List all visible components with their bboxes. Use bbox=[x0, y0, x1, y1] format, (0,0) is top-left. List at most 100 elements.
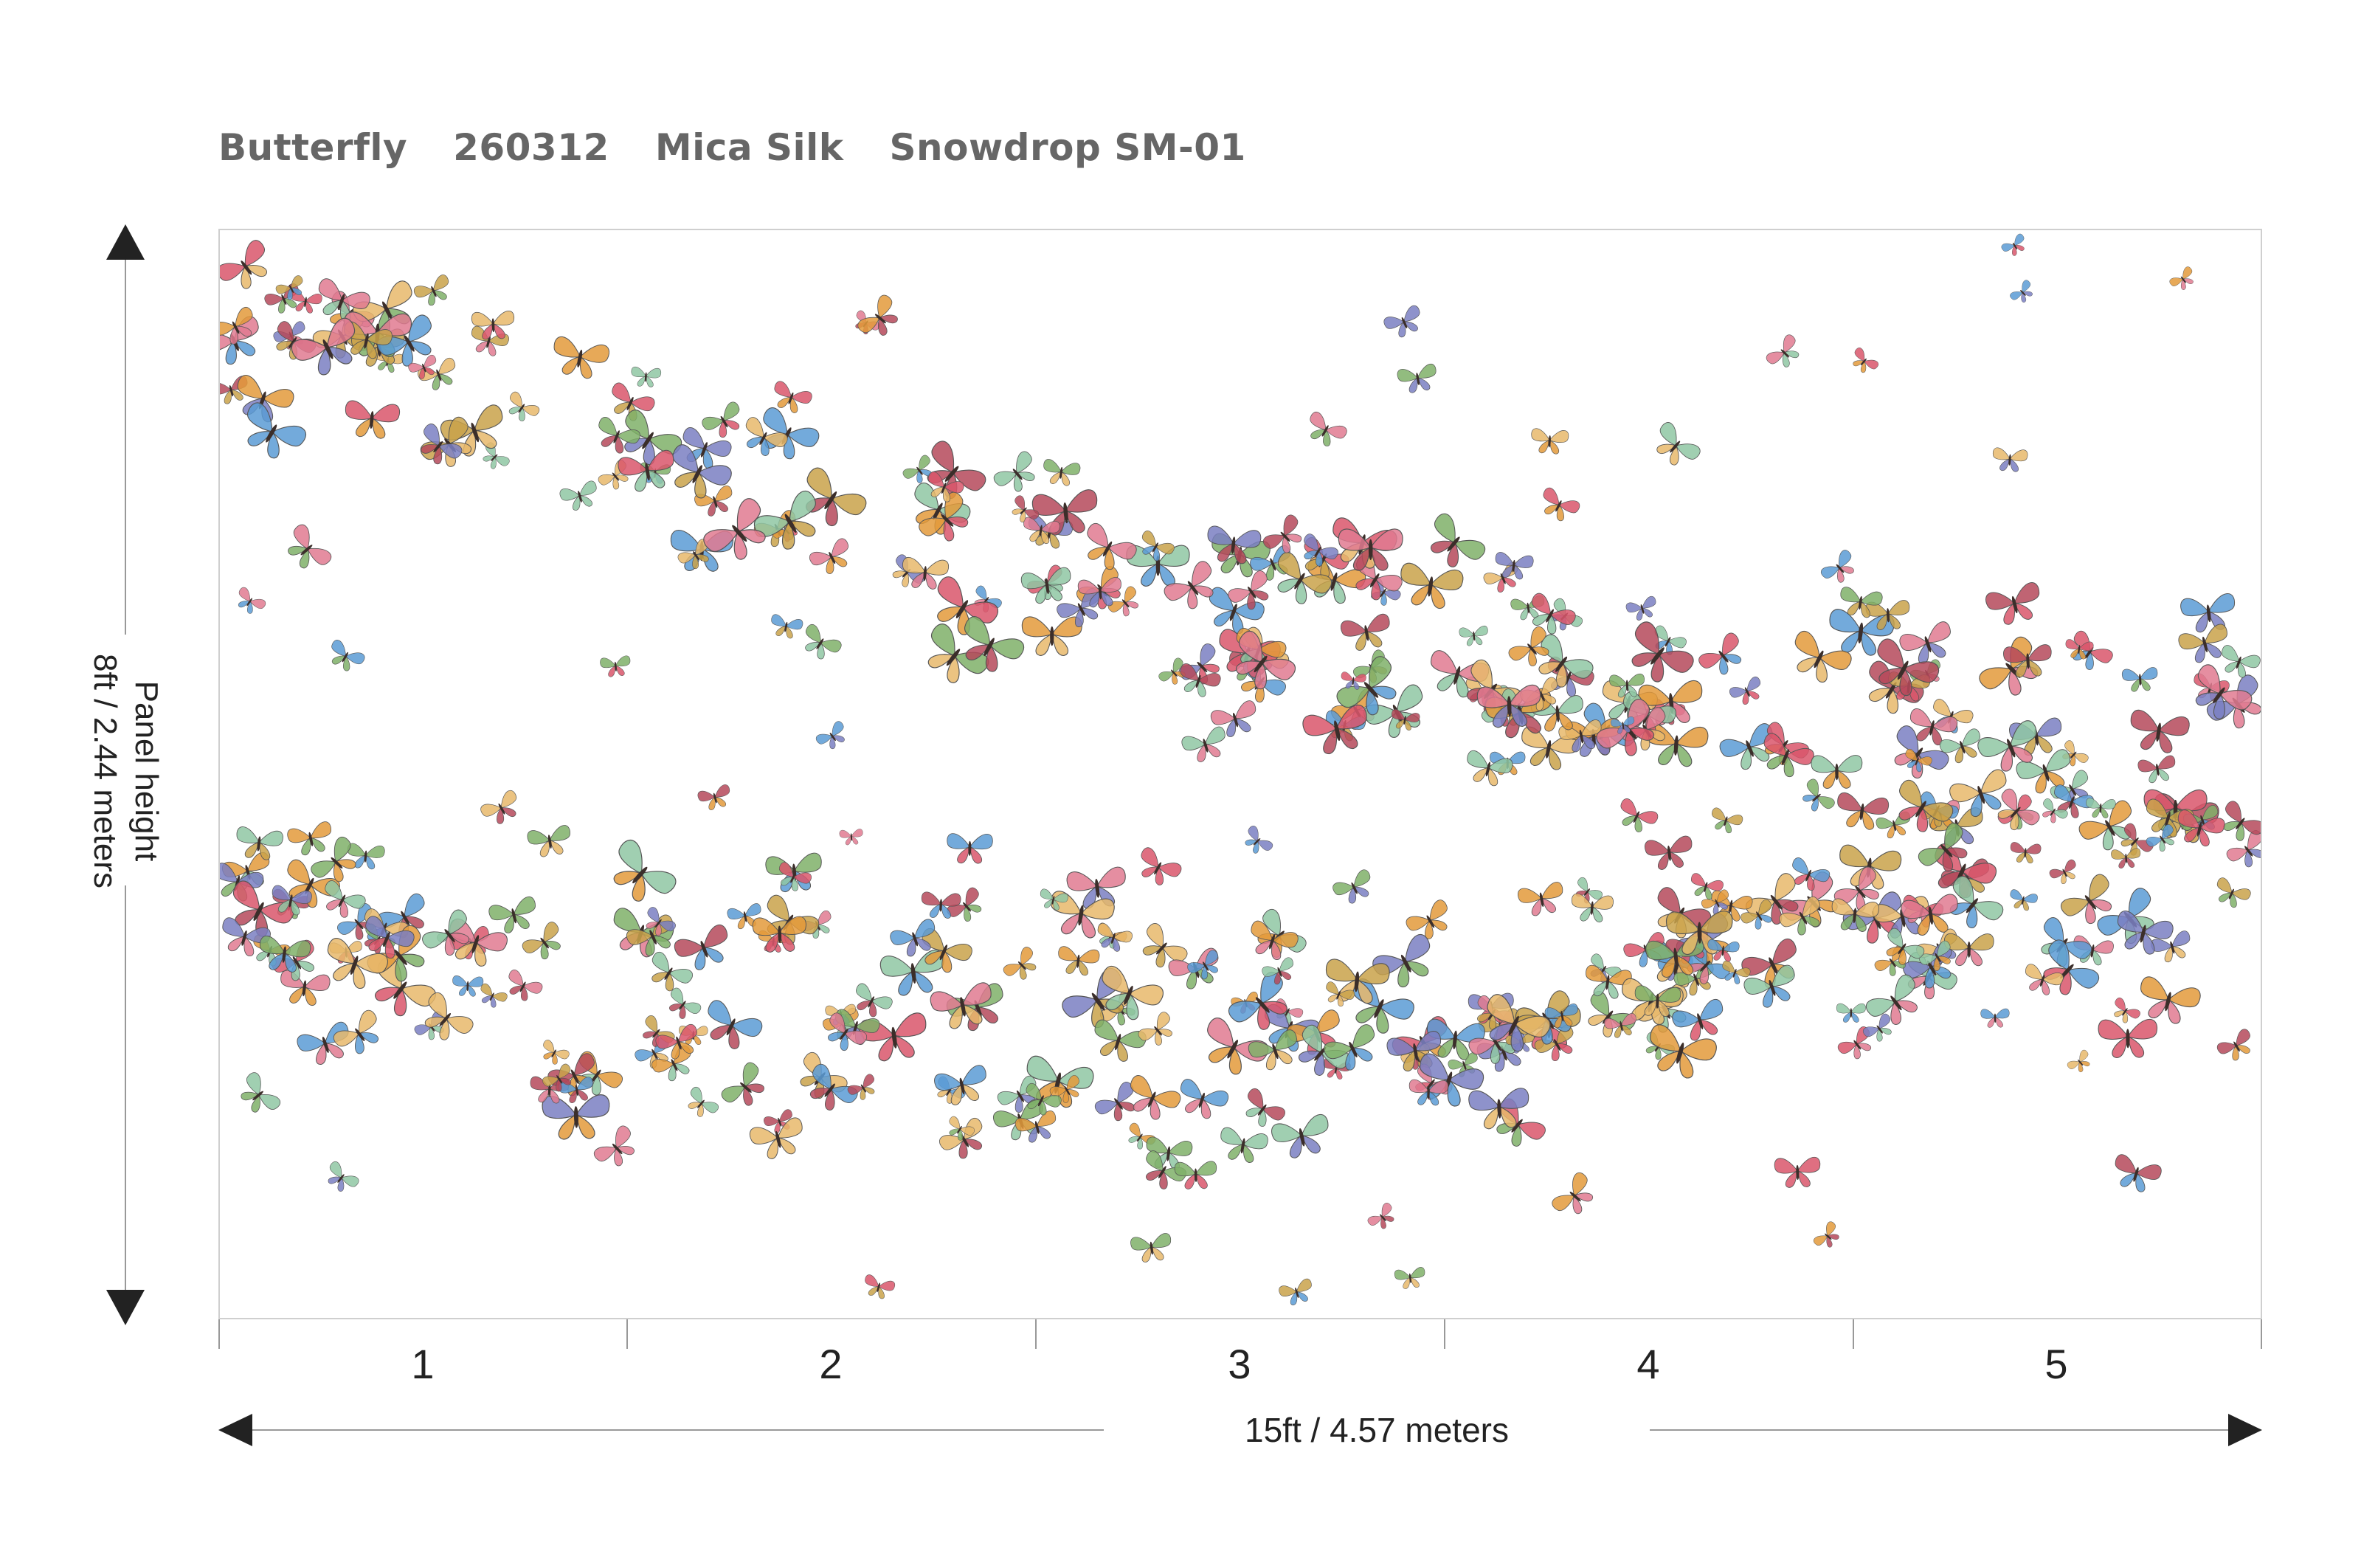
butterfly-icon bbox=[408, 354, 437, 379]
height-dimension-label: Panel height 8ft / 2.44 meters bbox=[84, 550, 167, 992]
butterfly-icon bbox=[2067, 1049, 2090, 1073]
ruler-tick bbox=[1444, 1319, 1445, 1349]
butterfly-icon bbox=[1604, 1013, 1636, 1038]
butterfly-icon bbox=[1332, 869, 1371, 904]
butterfly-icon bbox=[421, 424, 463, 465]
butterfly-icon bbox=[697, 784, 730, 810]
butterfly-icon bbox=[997, 1075, 1037, 1113]
butterfly-icon bbox=[1141, 530, 1175, 562]
butterfly-icon bbox=[2151, 930, 2191, 963]
butterfly-icon bbox=[328, 1161, 359, 1192]
butterfly-icon bbox=[1977, 720, 2037, 772]
butterfly-icon bbox=[1763, 733, 1814, 777]
butterfly-icon bbox=[1102, 965, 1164, 1020]
butterfly-icon bbox=[2111, 848, 2141, 869]
butterfly-icon bbox=[708, 1000, 763, 1049]
butterfly-icon bbox=[1645, 835, 1693, 870]
butterfly-icon bbox=[805, 624, 842, 660]
butterfly-icon bbox=[1406, 899, 1448, 939]
butterfly-icon bbox=[921, 891, 961, 919]
butterfly-icon bbox=[1898, 779, 1954, 832]
butterfly-icon bbox=[1209, 587, 1265, 634]
butterfly-icon bbox=[902, 455, 932, 483]
butterfly-icon bbox=[1712, 807, 1743, 834]
butterfly-icon bbox=[345, 400, 401, 439]
butterfly-icon bbox=[624, 410, 682, 466]
butterfly-icon bbox=[1802, 778, 1835, 812]
butterfly-icon bbox=[1338, 528, 1403, 571]
butterfly-icon bbox=[1248, 1029, 1297, 1071]
butterfly-icon bbox=[1021, 616, 1082, 656]
butterfly-icon bbox=[2177, 809, 2225, 847]
butterfly-icon bbox=[1408, 1079, 1448, 1106]
butterfly-icon bbox=[1508, 626, 1549, 666]
butterfly-icon bbox=[1743, 964, 1795, 1008]
butterfly-icon bbox=[1558, 719, 1602, 753]
butterfly-icon bbox=[949, 1116, 975, 1141]
butterfly-icon bbox=[1531, 593, 1576, 635]
butterfly-icon bbox=[1310, 411, 1347, 446]
butterfly-icon bbox=[1220, 1127, 1268, 1164]
butterfly-icon bbox=[1277, 552, 1332, 604]
panel-number-4: 4 bbox=[1636, 1341, 1660, 1387]
butterfly-icon bbox=[1468, 1088, 1529, 1130]
butterfly-icon bbox=[553, 336, 609, 379]
butterfly-icon bbox=[771, 614, 803, 639]
butterfly-icon bbox=[522, 922, 561, 960]
butterfly-icon bbox=[238, 587, 266, 614]
butterfly-icon bbox=[674, 924, 728, 970]
butterfly-icon bbox=[1476, 684, 1541, 728]
butterfly-icon bbox=[859, 1012, 927, 1062]
butterfly-icon bbox=[1003, 947, 1037, 980]
ruler-tick bbox=[218, 1319, 220, 1349]
butterfly-icon bbox=[1026, 1082, 1062, 1116]
butterfly-icon bbox=[646, 907, 676, 936]
butterfly-icon bbox=[1326, 981, 1355, 1007]
butterfly-icon bbox=[809, 538, 848, 574]
butterfly-icon bbox=[1609, 673, 1645, 698]
butterfly-icon bbox=[1656, 422, 1701, 466]
butterfly-icon bbox=[1304, 533, 1338, 567]
butterfly-icon bbox=[779, 862, 812, 891]
butterfly-icon bbox=[1020, 567, 1071, 604]
butterfly-icon bbox=[287, 821, 332, 856]
pattern-name: Butterfly bbox=[218, 126, 408, 169]
butterfly-icon bbox=[1251, 920, 1299, 960]
butterfly-icon bbox=[1949, 769, 2007, 817]
butterfly-icon bbox=[527, 825, 570, 857]
butterfly-icon bbox=[2223, 801, 2261, 841]
butterfly-icon bbox=[927, 472, 964, 502]
arrow-down-icon bbox=[106, 1290, 145, 1325]
butterfly-icon bbox=[1383, 305, 1420, 338]
butterfly-icon bbox=[930, 982, 992, 1029]
butterfly-icon bbox=[2010, 842, 2042, 864]
butterfly-icon bbox=[1341, 671, 1366, 690]
butterfly-icon bbox=[348, 843, 385, 870]
butterfly-icon bbox=[365, 916, 415, 959]
butterfly-icon bbox=[964, 616, 1025, 672]
butterfly-icon bbox=[1766, 334, 1800, 367]
butterfly-icon bbox=[260, 936, 311, 973]
butterfly-icon bbox=[325, 880, 366, 918]
butterfly-icon bbox=[839, 829, 863, 846]
butterfly-icon bbox=[934, 1065, 986, 1105]
butterfly-icon bbox=[1325, 959, 1390, 1004]
butterfly-icon bbox=[1631, 621, 1694, 683]
butterfly-icon bbox=[1367, 1203, 1394, 1229]
butterfly-icon bbox=[2140, 976, 2201, 1024]
butterfly-icon bbox=[275, 275, 303, 300]
butterfly-icon bbox=[857, 294, 898, 336]
butterfly-icon bbox=[1236, 631, 1296, 690]
butterfly-icon bbox=[1228, 570, 1269, 610]
butterfly-icon bbox=[919, 491, 969, 542]
butterfly-icon bbox=[1023, 517, 1060, 545]
butterfly-icon bbox=[1271, 1114, 1329, 1158]
product-code: 260312 bbox=[453, 126, 609, 169]
butterfly-icon bbox=[1207, 525, 1262, 564]
butterfly-icon bbox=[1625, 596, 1656, 621]
butterfly-icon bbox=[1543, 487, 1580, 522]
butterfly-icon bbox=[1014, 1111, 1057, 1143]
butterfly-icon bbox=[2169, 266, 2194, 290]
butterfly-icon bbox=[2137, 755, 2176, 784]
butterfly-icon bbox=[1087, 523, 1137, 570]
